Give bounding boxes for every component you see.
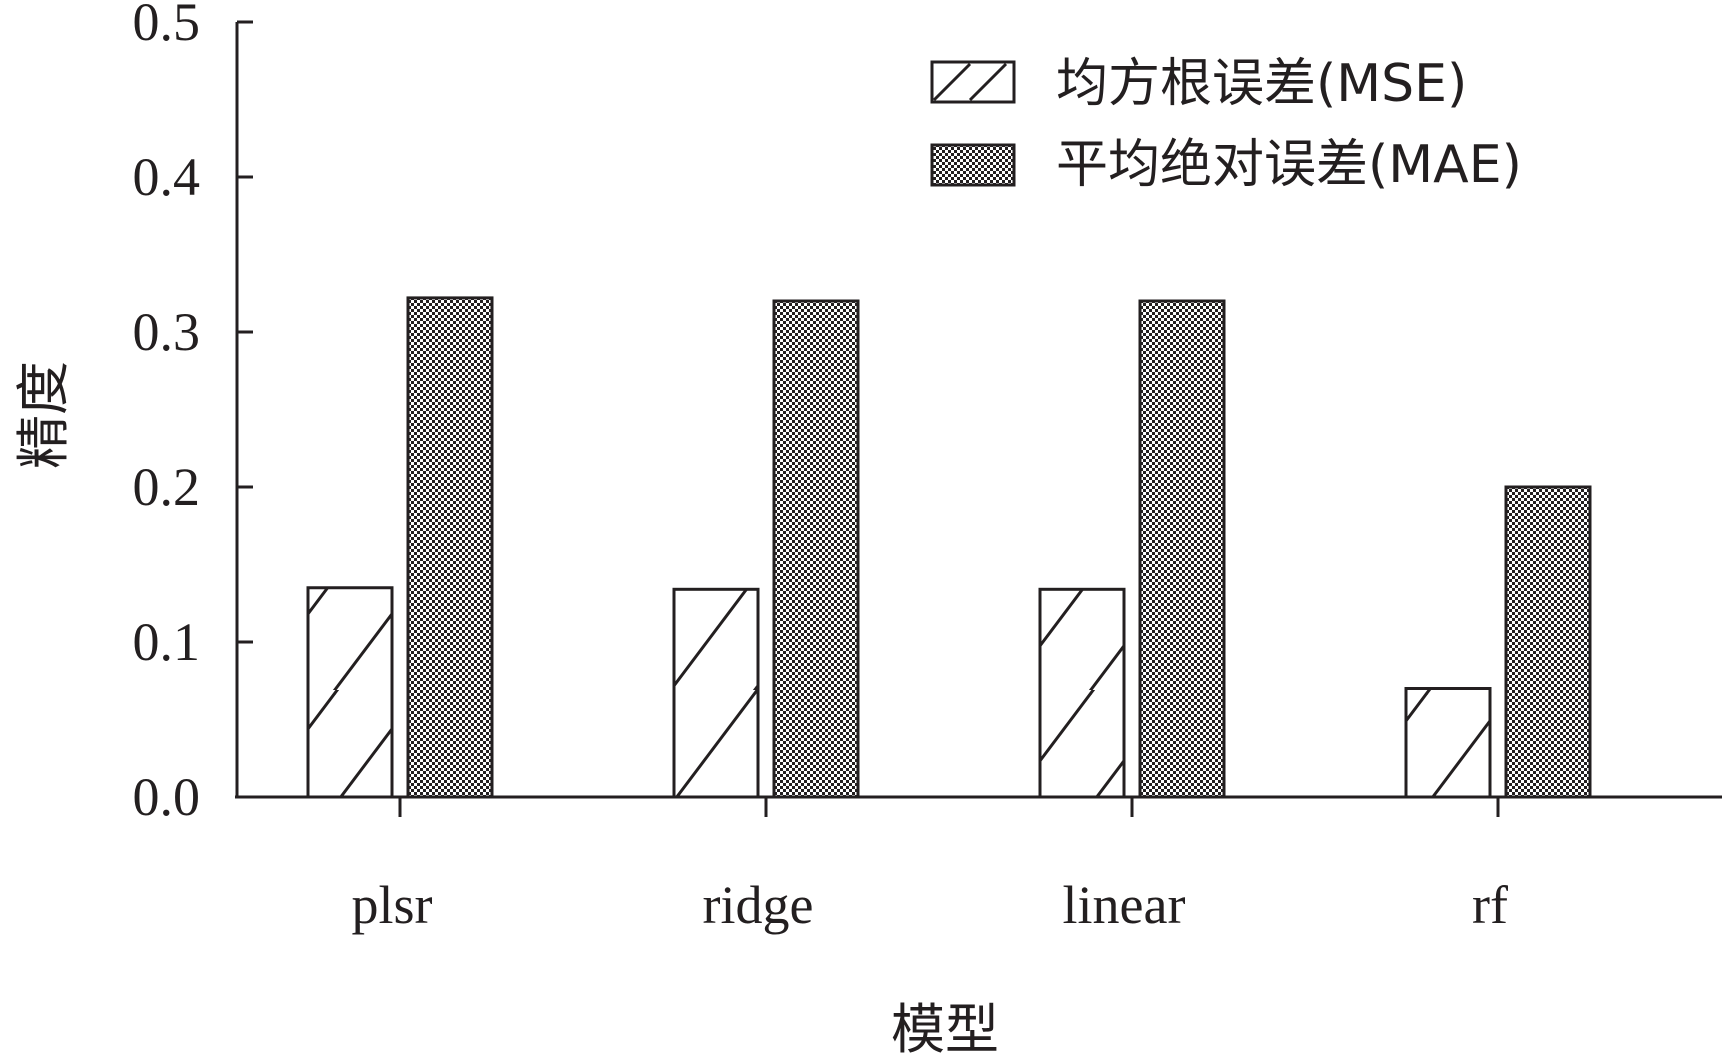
x-ticks: plsr ridge linear rf <box>352 797 1508 935</box>
bar-mae-rf <box>1504 485 1592 799</box>
legend: 均方根误差(MSE) 平均绝对误差(MAE) <box>930 54 1522 195</box>
legend-swatch-mae <box>930 143 1016 187</box>
x-axis-title: 模型 <box>891 998 999 1057</box>
y-tick-label: 0.2 <box>133 457 201 517</box>
bar-mae-linear <box>1138 299 1226 799</box>
bar-mae-ridge <box>772 299 860 799</box>
bar-mse-rf <box>1404 687 1492 799</box>
legend-label-mae: 平均绝对误差(MAE) <box>1056 135 1522 195</box>
y-ticks: 0.0 0.1 0.2 0.3 0.4 0.5 <box>133 0 253 827</box>
bar-mse-linear <box>1038 587 1126 799</box>
bar-mse-plsr <box>306 586 394 799</box>
y-tick-label: 0.0 <box>133 767 201 827</box>
x-tick-label-plsr: plsr <box>352 875 433 935</box>
y-tick-label: 0.4 <box>133 147 201 207</box>
y-tick-label: 0.5 <box>133 0 201 52</box>
bar-mse-ridge <box>672 587 760 799</box>
x-tick-label-linear: linear <box>1063 875 1186 935</box>
y-tick-label: 0.3 <box>133 302 201 362</box>
x-tick-label-ridge: ridge <box>703 875 814 935</box>
y-axis-title: 精度 <box>12 361 75 469</box>
bar-mae-plsr <box>406 296 494 799</box>
x-tick-label-rf: rf <box>1472 875 1508 935</box>
legend-swatch-mse-hatch-2 <box>968 62 1008 102</box>
y-tick-label: 0.1 <box>133 612 201 672</box>
legend-label-mse: 均方根误差(MSE) <box>1056 54 1467 114</box>
bars <box>306 296 1592 799</box>
legend-swatch-mse-hatch-1 <box>932 62 972 102</box>
